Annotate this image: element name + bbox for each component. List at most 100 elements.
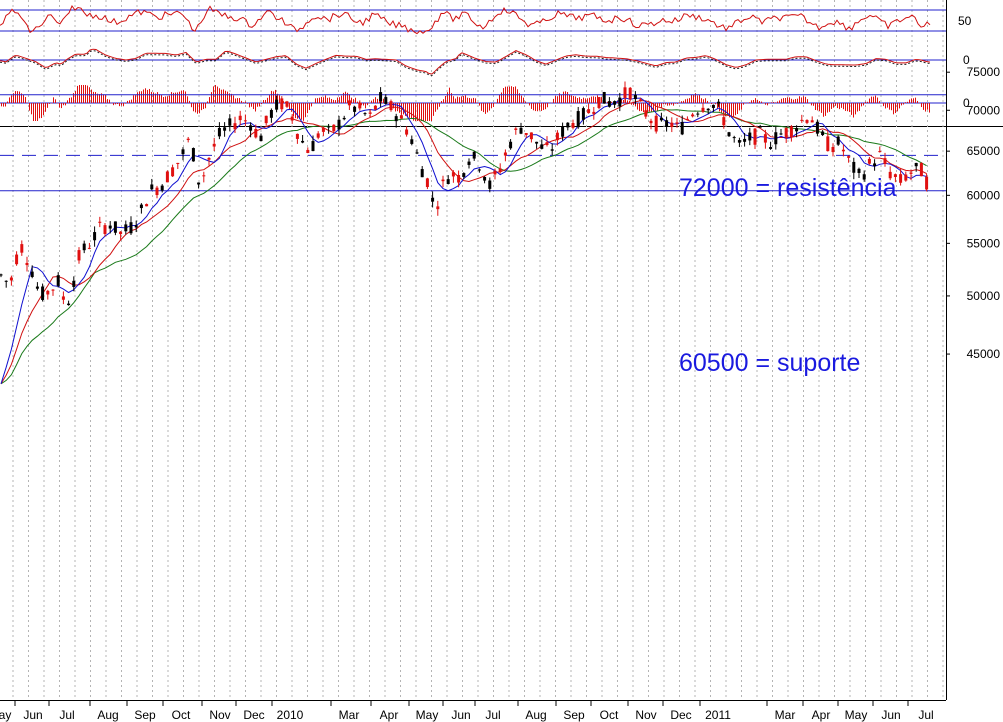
histogram-bar bbox=[775, 102, 776, 103]
candle-body bbox=[379, 92, 383, 102]
candle-body bbox=[41, 286, 45, 300]
candle-body bbox=[566, 122, 570, 128]
histogram-bar bbox=[871, 96, 872, 103]
price-tick-label: 55000 bbox=[967, 236, 1001, 250]
candle-body bbox=[145, 204, 149, 207]
histogram-bar bbox=[647, 103, 648, 114]
histogram-bar bbox=[681, 101, 682, 103]
histogram-bar bbox=[611, 101, 612, 103]
candle-body bbox=[72, 280, 76, 287]
histogram-bar bbox=[751, 100, 752, 103]
candle-body bbox=[30, 271, 34, 278]
histogram-bar bbox=[713, 103, 714, 104]
candle-body bbox=[696, 113, 700, 115]
histogram-bar bbox=[197, 103, 198, 114]
histogram-bar bbox=[377, 98, 378, 103]
histogram-bar bbox=[353, 99, 354, 103]
candle-body bbox=[25, 262, 29, 266]
histogram-bar bbox=[1, 103, 2, 107]
histogram-bar bbox=[301, 103, 302, 120]
histogram-bar bbox=[433, 103, 434, 116]
candle-body bbox=[35, 286, 39, 289]
candle-body bbox=[524, 133, 528, 135]
histogram-bar bbox=[393, 103, 394, 109]
date-tick-label: ay bbox=[0, 708, 11, 722]
candle-body bbox=[477, 169, 481, 171]
candle-body bbox=[103, 225, 107, 234]
histogram-bar bbox=[21, 93, 22, 103]
candle-body bbox=[389, 101, 393, 111]
candle-body bbox=[675, 122, 679, 124]
date-tick-label: Jul bbox=[59, 708, 74, 722]
histogram-bar bbox=[571, 95, 572, 103]
histogram-bar bbox=[723, 103, 724, 114]
histogram-bar bbox=[621, 99, 622, 103]
histogram-bar bbox=[369, 103, 370, 104]
histogram-bar bbox=[189, 100, 190, 103]
histogram-bar bbox=[283, 101, 284, 103]
histogram-bar bbox=[57, 103, 58, 104]
histogram-bar bbox=[577, 98, 578, 103]
histogram-bar bbox=[469, 98, 470, 103]
histogram-bar bbox=[573, 96, 574, 103]
candle-body bbox=[342, 117, 346, 120]
histogram-bar bbox=[773, 102, 774, 103]
candle-body bbox=[753, 128, 757, 145]
histogram-bar bbox=[669, 103, 670, 106]
candle-body bbox=[649, 120, 653, 124]
candle-body bbox=[498, 168, 502, 173]
candle-body bbox=[493, 170, 497, 175]
histogram-bar bbox=[691, 95, 692, 103]
histogram-bar bbox=[523, 97, 524, 103]
histogram-bar bbox=[635, 103, 636, 107]
histogram-bar bbox=[739, 103, 740, 111]
histogram-bar bbox=[501, 92, 502, 103]
histogram-bar bbox=[15, 91, 16, 103]
histogram-bar bbox=[323, 97, 324, 103]
histogram-bar bbox=[107, 99, 108, 103]
candle-body bbox=[587, 109, 591, 114]
histogram-bar bbox=[219, 88, 220, 103]
histogram-bar bbox=[65, 103, 66, 106]
histogram-bar bbox=[375, 97, 376, 103]
histogram-bar bbox=[533, 103, 534, 111]
date-tick-label: Oct bbox=[172, 708, 191, 722]
histogram-bar bbox=[627, 100, 628, 103]
histogram-bar bbox=[733, 103, 734, 118]
date-tick-label: May bbox=[845, 708, 868, 722]
histogram-bar bbox=[857, 103, 858, 112]
histogram-bar bbox=[493, 103, 494, 107]
histogram-bar bbox=[563, 91, 564, 103]
candle-body bbox=[909, 172, 913, 174]
histogram-bar bbox=[357, 101, 358, 103]
histogram-bar bbox=[491, 103, 492, 109]
histogram-bar bbox=[593, 96, 594, 103]
histogram-bar bbox=[915, 97, 916, 103]
histogram-bar bbox=[467, 97, 468, 103]
histogram-bar bbox=[567, 92, 568, 103]
candle-body bbox=[217, 127, 221, 137]
histogram-bar bbox=[701, 98, 702, 103]
candle-body bbox=[732, 137, 736, 139]
histogram-bar bbox=[329, 97, 330, 103]
candle-body bbox=[425, 178, 429, 188]
histogram-bar bbox=[853, 103, 854, 118]
candle-body bbox=[581, 108, 585, 120]
histogram-bar bbox=[749, 102, 750, 103]
histogram-bar bbox=[443, 99, 444, 103]
candle-body bbox=[748, 132, 752, 141]
histogram-bar bbox=[689, 98, 690, 103]
price-tick-label: 60000 bbox=[967, 188, 1001, 202]
histogram-bar bbox=[819, 103, 820, 112]
histogram-bar bbox=[225, 90, 226, 103]
histogram-bar bbox=[205, 103, 206, 109]
histogram-bar bbox=[575, 96, 576, 103]
histogram-bar bbox=[343, 92, 344, 103]
histogram-bar bbox=[495, 103, 496, 104]
histogram-bar bbox=[787, 97, 788, 103]
histogram-bar bbox=[707, 100, 708, 103]
histogram-bar bbox=[327, 97, 328, 103]
candle-body bbox=[800, 119, 804, 121]
histogram-bar bbox=[203, 103, 204, 110]
histogram-bar bbox=[851, 103, 852, 115]
